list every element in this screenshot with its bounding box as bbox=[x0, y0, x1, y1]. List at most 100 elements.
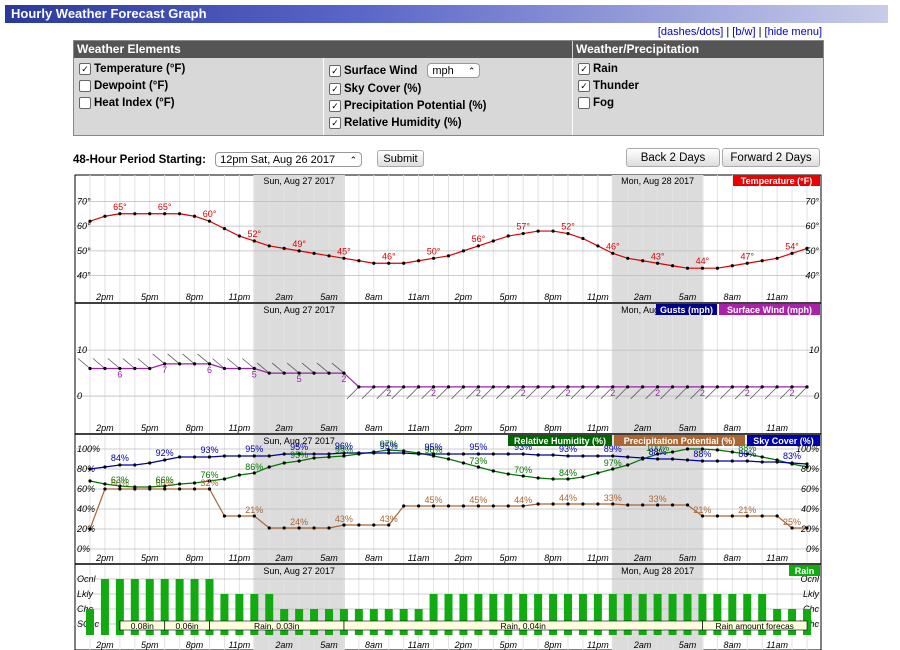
relative-humidity-point bbox=[521, 474, 525, 478]
temperature-point bbox=[297, 249, 301, 253]
x-tick-label: 2am bbox=[274, 553, 293, 563]
surface-wind-option[interactable]: ✓ Surface Wind mph ⌃ bbox=[329, 63, 481, 78]
sky-cover-point bbox=[611, 454, 615, 458]
sky-cover-point bbox=[297, 452, 301, 456]
heat-index-checkbox[interactable] bbox=[79, 97, 91, 109]
relative-humidity-option[interactable]: ✓ Relative Humidity (%) bbox=[329, 117, 462, 129]
back-2-days-button[interactable]: Back 2 Days bbox=[626, 148, 720, 167]
wind-unit-select[interactable]: mph ⌃ bbox=[427, 63, 481, 78]
fog-option[interactable]: Fog bbox=[578, 97, 614, 109]
wind-barb bbox=[331, 362, 345, 374]
period-select[interactable]: 12pm Sat, Aug 26 2017 ⌃ bbox=[215, 152, 363, 167]
submit-button[interactable]: Submit bbox=[377, 150, 424, 167]
temperature-data-label: 50° bbox=[427, 246, 441, 256]
precip-potential-point bbox=[775, 514, 779, 518]
heat-index-option[interactable]: Heat Index (°F) bbox=[79, 97, 175, 109]
sky-cover-data-label: 84% bbox=[111, 453, 129, 463]
wind-point bbox=[327, 371, 331, 375]
wind-point bbox=[700, 385, 705, 389]
temperature-point bbox=[461, 249, 466, 253]
rain-level-right: Lkly bbox=[803, 589, 820, 599]
precip-potential-checkbox[interactable]: ✓ bbox=[329, 100, 341, 112]
dewpoint-checkbox[interactable] bbox=[79, 80, 91, 92]
relative-humidity-point bbox=[297, 459, 301, 463]
rain-bar bbox=[220, 594, 229, 635]
temperature-point bbox=[327, 254, 331, 258]
x-tick-label: 11am bbox=[766, 423, 788, 433]
temperature-checkbox[interactable]: ✓ bbox=[79, 63, 91, 75]
wind-point bbox=[207, 362, 212, 366]
wind-barb bbox=[540, 386, 554, 400]
wind-point bbox=[312, 371, 316, 375]
dashes-link[interactable]: [dashes/dots] bbox=[657, 26, 724, 38]
x-tick-label: 2am bbox=[633, 423, 652, 433]
rain-checkbox[interactable]: ✓ bbox=[578, 63, 590, 75]
rain-amount-label: 0.08in bbox=[131, 621, 154, 631]
sky-cover-data-label: 83% bbox=[783, 451, 801, 461]
link-separator: | bbox=[726, 26, 730, 38]
x-tick-label: 5pm bbox=[141, 553, 159, 563]
link-separator: | bbox=[758, 26, 762, 38]
x-tick-label: 11am bbox=[408, 640, 430, 650]
wind-point bbox=[611, 385, 615, 389]
rain-option[interactable]: ✓ Rain bbox=[578, 63, 618, 75]
wind-point bbox=[178, 362, 182, 366]
temperature-data-label: 65° bbox=[113, 202, 127, 212]
temperature-point bbox=[626, 256, 630, 260]
wind-barb bbox=[675, 386, 688, 400]
thunder-checkbox[interactable]: ✓ bbox=[578, 80, 590, 92]
relative-humidity-point bbox=[178, 482, 182, 486]
temperature-data-label: 43° bbox=[651, 251, 665, 261]
relative-humidity-point bbox=[506, 472, 510, 476]
wind-point bbox=[192, 362, 197, 366]
precip-potential-data-label: 21% bbox=[245, 505, 263, 515]
relative-humidity-data-label: 95% bbox=[290, 450, 308, 460]
sky-cover-point bbox=[491, 452, 495, 456]
humidity-tick-left: 80% bbox=[77, 464, 95, 474]
wind-point bbox=[581, 385, 585, 389]
sky-cover-option[interactable]: ✓ Sky Cover (%) bbox=[329, 83, 421, 95]
temperature-point bbox=[342, 256, 346, 260]
x-tick-label: 11am bbox=[408, 553, 430, 563]
fog-checkbox[interactable] bbox=[578, 97, 590, 109]
temperature-point bbox=[775, 256, 779, 260]
relative-humidity-data-label: 99% bbox=[335, 445, 353, 455]
wind-point bbox=[222, 366, 227, 371]
option-label: Rain bbox=[593, 63, 618, 75]
hide-menu-link[interactable]: [hide menu] bbox=[764, 26, 822, 38]
precip-potential-data-label: 45% bbox=[469, 495, 487, 505]
temperature-point bbox=[790, 251, 794, 255]
sky-cover-data-label: 93% bbox=[200, 445, 218, 455]
dewpoint-option[interactable]: Dewpoint (°F) bbox=[79, 80, 168, 92]
x-tick-label: 5pm bbox=[499, 553, 517, 563]
wind-barb bbox=[660, 386, 673, 400]
sky-cover-point bbox=[760, 460, 764, 464]
relative-humidity-point bbox=[626, 463, 630, 467]
precip-potential-point bbox=[222, 514, 227, 518]
precip-header: Weather/Precipitation bbox=[573, 41, 823, 58]
precip-potential-option[interactable]: ✓ Precipitation Potential (%) bbox=[329, 100, 487, 112]
surface-wind-legend-bg bbox=[719, 304, 820, 315]
forward-2-days-button[interactable]: Forward 2 Days bbox=[722, 148, 820, 167]
x-tick-label: 5am bbox=[679, 553, 697, 563]
bw-link[interactable]: [b/w] bbox=[732, 26, 756, 38]
surface-wind-checkbox[interactable]: ✓ bbox=[329, 64, 341, 77]
sky-cover-checkbox[interactable]: ✓ bbox=[329, 83, 341, 95]
relative-humidity-point bbox=[133, 485, 137, 489]
temperature-option[interactable]: ✓ Temperature (°F) bbox=[79, 63, 185, 75]
day-label: Mon, Aug 28 2017 bbox=[621, 566, 694, 576]
relative-humidity-point bbox=[387, 448, 391, 452]
temperature-data-label: 47° bbox=[740, 251, 754, 261]
wind-data-label: 2 bbox=[790, 388, 795, 398]
x-tick-label: 11pm bbox=[228, 423, 250, 433]
wind-point bbox=[566, 385, 570, 389]
temperature-point bbox=[282, 246, 286, 250]
humidity-tick-right: 0% bbox=[806, 544, 819, 554]
thunder-option[interactable]: ✓ Thunder bbox=[578, 80, 639, 92]
relative-humidity-checkbox[interactable]: ✓ bbox=[329, 117, 341, 129]
precip-potential-point bbox=[237, 514, 241, 518]
wind-barb bbox=[525, 386, 539, 400]
sky-legend-bg bbox=[747, 435, 820, 446]
precip-potential-point bbox=[387, 523, 391, 527]
humidity-tick-left: 0% bbox=[77, 544, 90, 554]
